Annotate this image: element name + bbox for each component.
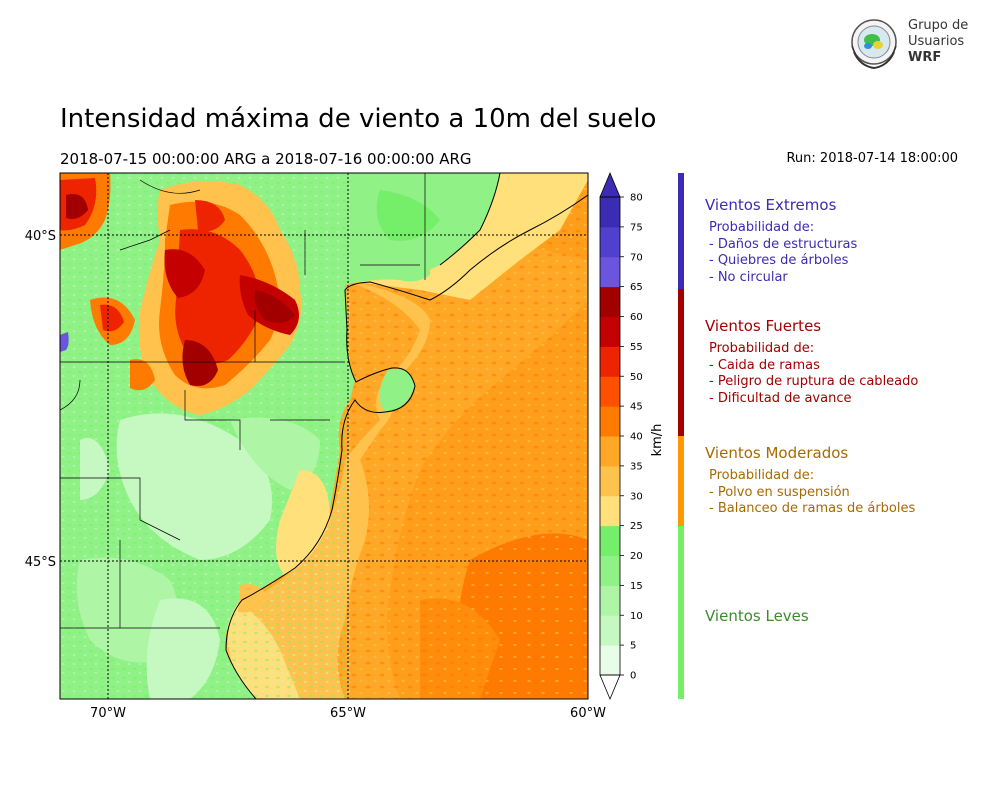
colorbar-segment xyxy=(600,436,620,467)
colorbar-segment xyxy=(600,346,620,377)
category-moderate-title: Vientos Moderados xyxy=(705,444,849,462)
wrf-logo: Grupo de Usuarios WRF xyxy=(846,16,971,72)
graticule xyxy=(60,173,588,699)
colorbar-over-arrow xyxy=(599,171,621,198)
detail-line: - No circular xyxy=(709,269,788,285)
lon-label-70w: 70°W xyxy=(90,706,126,721)
colorbar-tick-label: 50 xyxy=(630,372,643,383)
category-extreme-title: Vientos Extremos xyxy=(705,196,837,214)
colorbar: 0 5 10 15 20 25 30 35 40 45 50 55 60 65 70 75 80 xyxy=(599,171,643,701)
detail-line: Probabilidad de: xyxy=(709,341,815,356)
detail-line: - Polvo en suspensión xyxy=(709,484,850,500)
colorbar-segment xyxy=(600,615,620,646)
lat-label-40s: 40°S xyxy=(25,229,56,244)
category-strong-title: Vientos Fuertes xyxy=(705,317,822,335)
colorbar-unit-label: km/h xyxy=(650,424,665,457)
category-moderate: Vientos Moderados Probabilidad de: - Pol… xyxy=(705,444,915,518)
detail-line: - Quiebres de árboles xyxy=(709,253,849,268)
colorbar-tick-label: 15 xyxy=(630,581,643,592)
colorbar-tick-label: 45 xyxy=(630,402,643,413)
category-moderate-details: Probabilidad de: - Polvo en suspensión -… xyxy=(709,468,915,518)
detail-line: - Caida de ramas xyxy=(709,357,820,373)
detail-line: Probabilidad de: xyxy=(709,220,815,235)
colorbar-segment xyxy=(600,555,620,586)
map-frame xyxy=(59,172,589,700)
colorbar-tick-label: 0 xyxy=(630,671,636,682)
category-extreme-details: Probabilidad de: - Daños de estructuras … xyxy=(709,220,857,286)
category-light-title: Vientos Leves xyxy=(705,607,809,625)
colorbar-segment xyxy=(600,286,620,317)
colorbar-tick-label: 5 xyxy=(630,641,636,652)
colorbar-tick-label: 25 xyxy=(630,521,643,532)
detail-line: - Dificultad de avance xyxy=(709,390,852,406)
category-bar-segment xyxy=(678,526,684,699)
colorbar-segment xyxy=(600,495,620,527)
colorbar-segment xyxy=(600,406,620,437)
valid-period: 2018-07-15 00:00:00 ARG a 2018-07-16 00:… xyxy=(60,150,472,168)
colorbar-tick-label: 80 xyxy=(630,193,643,204)
run-time: Run: 2018-07-14 18:00:00 xyxy=(786,151,958,166)
detail-line: Probabilidad de: xyxy=(709,468,815,483)
logo-line-2: Usuarios xyxy=(908,34,965,49)
category-bar xyxy=(678,173,684,699)
detail-line: - Peligro de ruptura de cableado xyxy=(709,374,919,389)
colorbar-tick-label: 10 xyxy=(630,611,643,622)
category-extreme: Vientos Extremos Probabilidad de: - Daño… xyxy=(705,196,857,286)
category-bar-segment xyxy=(678,436,684,526)
colorbar-segment xyxy=(600,376,620,407)
detail-line: - Daños de estructuras xyxy=(709,236,858,252)
colorbar-segment xyxy=(600,197,620,228)
colorbar-tick-label: 35 xyxy=(630,461,643,472)
colorbar-segment xyxy=(600,465,620,497)
colorbar-segment xyxy=(600,316,620,347)
wind-field xyxy=(60,173,588,699)
globe-emblem-icon xyxy=(851,19,897,70)
category-bar-segment xyxy=(678,289,684,436)
colorbar-segment xyxy=(600,226,620,258)
category-bar-segment xyxy=(678,173,684,289)
lon-label-65w: 65°W xyxy=(330,706,366,721)
colorbar-tick-label: 20 xyxy=(630,551,643,562)
colorbar-tick-label: 40 xyxy=(630,432,643,443)
colorbar-tick-label: 65 xyxy=(630,282,643,293)
category-light: Vientos Leves xyxy=(705,607,809,625)
lon-label-60w: 60°W xyxy=(570,706,606,721)
detail-line: - Balanceo de ramas de árboles xyxy=(709,501,916,516)
colorbar-tick-label: 60 xyxy=(630,312,643,323)
colorbar-segment xyxy=(600,645,620,676)
colorbar-tick-label: 30 xyxy=(630,491,643,502)
colorbar-tick-label: 75 xyxy=(630,222,643,233)
colorbar-tick-label: 70 xyxy=(630,252,643,263)
logo-line-3: WRF xyxy=(908,50,942,65)
map-title: Intensidad máxima de viento a 10m del su… xyxy=(60,104,657,134)
coastline xyxy=(225,173,588,699)
colorbar-segment xyxy=(600,525,620,556)
logo-line-1: Grupo de xyxy=(908,18,969,33)
category-strong-details: Probabilidad de: - Caida de ramas - Peli… xyxy=(709,341,918,407)
colorbar-under-arrow xyxy=(599,674,621,701)
category-strong: Vientos Fuertes Probabilidad de: - Caida… xyxy=(705,317,918,407)
colorbar-segment xyxy=(600,585,620,616)
lat-label-45s: 45°S xyxy=(25,555,56,570)
colorbar-tick-label: 55 xyxy=(630,342,643,353)
colorbar-segment xyxy=(600,256,620,288)
